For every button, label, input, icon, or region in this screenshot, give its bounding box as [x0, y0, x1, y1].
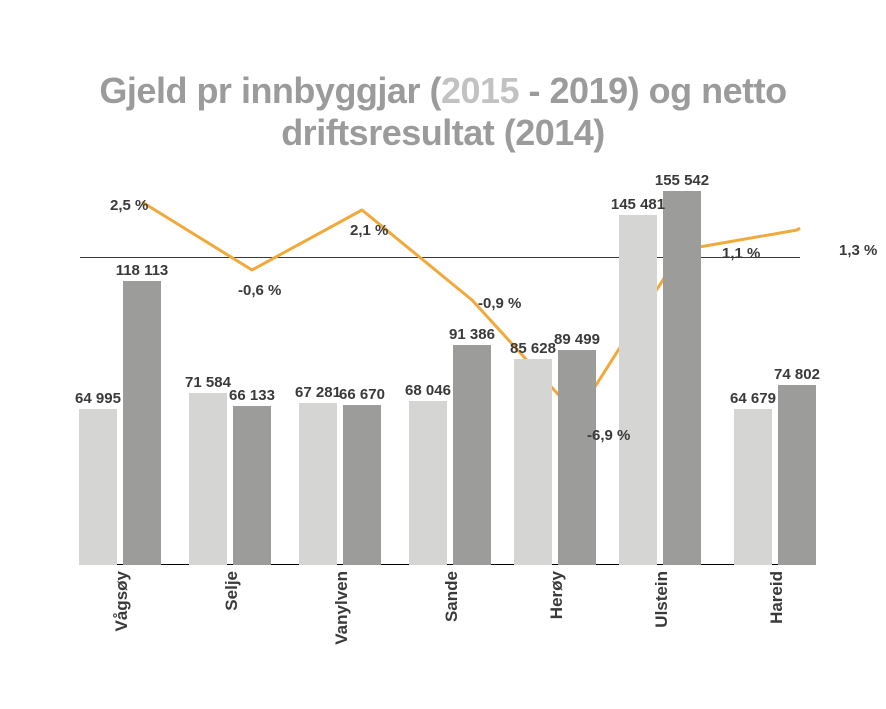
bar-series2 — [343, 405, 381, 565]
bar-label-series2: 66 133 — [223, 387, 281, 404]
bar-series2 — [558, 350, 596, 565]
line-point-label: 1,3 % — [839, 242, 877, 259]
bar-label-series1: 64 679 — [724, 390, 782, 407]
bar-label-series2: 74 802 — [768, 366, 826, 383]
category-label: Herøy — [547, 571, 567, 619]
bar-series1 — [514, 359, 552, 565]
line-point-label: 2,1 % — [350, 222, 388, 239]
category-label: Vanylven — [332, 571, 352, 645]
bar-series2 — [453, 345, 491, 565]
bar-series1 — [299, 403, 337, 565]
title-part-highlight: 2015 — [441, 70, 519, 111]
bar-label-series1: 145 481 — [609, 196, 667, 213]
bar-series2 — [123, 281, 161, 565]
bar-series1 — [189, 393, 227, 565]
category-label: Vågsøy — [112, 571, 132, 631]
bar-label-series1: 64 995 — [69, 390, 127, 407]
bar-label-series2: 89 499 — [548, 331, 606, 348]
line-point-label: 1,1 % — [722, 245, 760, 262]
chart-container: Gjeld pr innbyggjar (2015 - 2019) og net… — [0, 0, 886, 709]
bar-label-series2: 118 113 — [113, 262, 171, 279]
line-point-label: -0,6 % — [238, 282, 281, 299]
bar-series1 — [79, 409, 117, 565]
line-point-label: 2,5 % — [110, 197, 148, 214]
title-part-a: Gjeld pr innbyggjar ( — [99, 70, 441, 111]
category-label: Selje — [222, 571, 242, 611]
bar-series2 — [233, 406, 271, 565]
bar-label-series2: 155 542 — [653, 172, 711, 189]
line-point-label: -0,9 % — [478, 295, 521, 312]
bar-label-series2: 66 670 — [333, 386, 391, 403]
bar-series1 — [734, 409, 772, 565]
category-label: Sande — [442, 571, 462, 622]
bar-label-series2: 91 386 — [443, 326, 501, 343]
bar-series1 — [409, 401, 447, 565]
plot-area: 64 995118 113Vågsøy71 58466 133Selje67 2… — [80, 180, 800, 565]
chart-title: Gjeld pr innbyggjar (2015 - 2019) og net… — [0, 70, 886, 154]
category-label: Hareid — [767, 571, 787, 624]
bar-series2 — [778, 385, 816, 565]
bar-label-series1: 68 046 — [399, 382, 457, 399]
bar-series1 — [619, 215, 657, 565]
bar-series2 — [663, 191, 701, 565]
category-label: Ulstein — [652, 571, 672, 628]
line-point-label: -6,9 % — [587, 427, 630, 444]
